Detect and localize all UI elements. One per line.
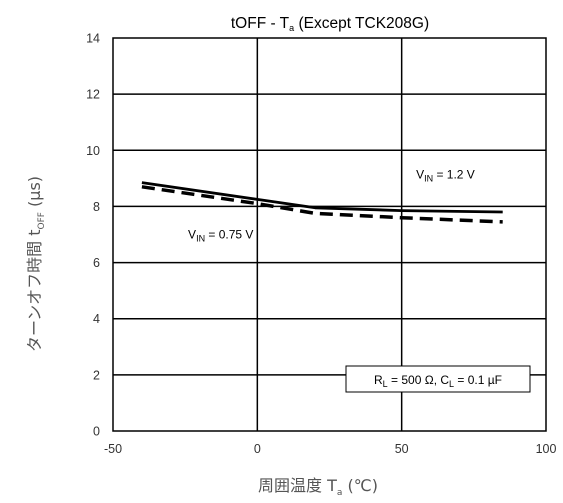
- y-tick-label: 6: [93, 256, 100, 270]
- plot-frame: [112, 37, 547, 432]
- annotations: VIN = 1.2 V VIN = 0.75 V: [188, 167, 475, 243]
- x-tick-label: 50: [395, 442, 409, 456]
- x-tick-label: 100: [536, 442, 557, 456]
- annotation-vin-1-2: VIN = 1.2 V: [416, 167, 475, 183]
- y-tick-label: 14: [86, 32, 100, 46]
- y-tick-label: 2: [93, 368, 100, 382]
- y-axis-label: ターンオフ時間 tOFF (µs): [25, 176, 47, 352]
- tick-labels: -50 0 50 100 0 2 4 6 8 10 12 14: [86, 32, 556, 457]
- x-axis-label: 周囲温度 Ta (℃): [258, 476, 378, 498]
- condition-box: RL = 500 Ω, CL = 0.1 µF: [345, 365, 531, 393]
- x-axis-label-subscript: a: [337, 488, 343, 498]
- y-tick-label: 10: [86, 144, 100, 158]
- y-tick-label: 12: [86, 88, 100, 102]
- chart-title-rest: (Except TCK208G): [294, 15, 429, 32]
- annotation-vin-0-75: VIN = 0.75 V: [188, 228, 253, 244]
- x-tick-label: 0: [254, 442, 261, 456]
- chart-title-subscript: a: [289, 23, 294, 33]
- series-line-vin-0-75: [141, 185, 503, 224]
- series-line-vin-1-2: [141, 181, 503, 214]
- y-tick-label: 4: [93, 312, 100, 326]
- y-axis-label-rest: (µs): [25, 176, 44, 212]
- y-axis-label-subscript: OFF: [37, 212, 47, 229]
- x-axis-label-rest: (℃): [342, 476, 378, 495]
- series-group: [141, 181, 503, 224]
- y-axis-label-main: ターンオフ時間 t: [25, 229, 44, 352]
- y-tick-label: 0: [93, 425, 100, 439]
- chart-title-main: tOFF - T: [231, 15, 290, 32]
- condition-label: RL = 500 Ω, CL = 0.1 µF: [374, 373, 502, 389]
- x-tick-label: -50: [104, 442, 122, 456]
- chart-title: tOFF - Ta (Except TCK208G): [231, 15, 429, 33]
- condition-box-frame: [345, 365, 531, 393]
- x-axis-label-main: 周囲温度 T: [258, 476, 337, 495]
- y-tick-label: 8: [93, 200, 100, 214]
